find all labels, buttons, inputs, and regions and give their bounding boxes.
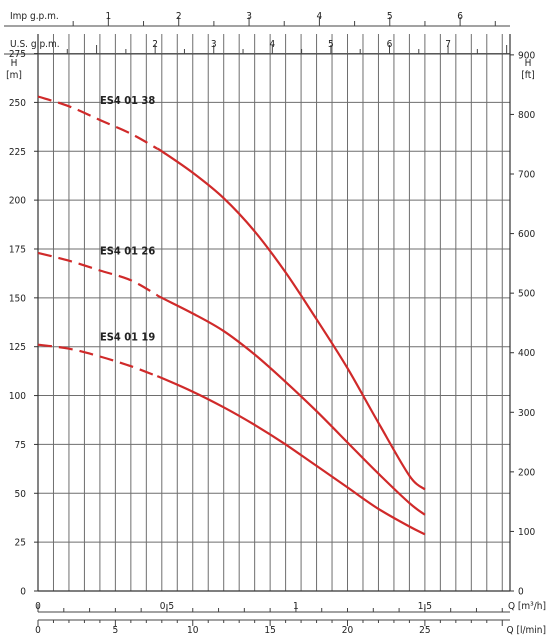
right-axis-tick-label: 800 [518,110,535,121]
left-axis-tick-label: 100 [9,391,26,402]
lmin-tick-label: 10 [187,625,199,636]
series-lines [37,95,426,536]
us-gpm-tick-label: 5 [328,39,334,50]
lmin-axis-label: Q [l/min] [507,625,546,636]
lmin-tick-label: 25 [419,625,430,636]
us-gpm-tick-label: 2 [152,39,158,50]
right-axis-tick-label: 700 [518,170,535,181]
grid [38,34,510,591]
left-axis-tick-label: 50 [15,489,27,500]
left-axis-tick-label: 25 [15,538,26,549]
imp-gpm-tick-label: 4 [317,11,323,22]
series-label-1: ES4 01 38 [100,94,155,107]
left-axis-tick-label: 200 [9,196,26,207]
left-axis: H[m] 0 25 50 75 100 125 150 175 200 225 250 275 [6,49,38,598]
imp-gpm-tick-label: 3 [246,11,252,22]
right-axis-tick-label: 600 [518,229,535,240]
lmin-tick-label: 15 [264,625,275,636]
m3h-tick-label: 0,5 [160,601,174,612]
bottom-axes: 0 0,5 1 1,5 Q [m³/h] 0 5 10 15 20 25 Q [l/min] [35,601,546,636]
right-axis-label: H [525,58,532,69]
us-gpm-tick-label: 6 [387,39,393,50]
imp-gpm-tick-label: 6 [457,11,463,22]
series-line-2 [156,294,426,516]
us-gpm-tick-label: 7 [445,39,451,50]
series-line-dashed-3 [37,343,158,378]
m3h-tick-label: 1 [293,601,299,612]
imp-gpm-tick-label: 1 [105,11,111,22]
left-axis-label: H [11,58,18,69]
lmin-tick-label: 20 [342,625,354,636]
left-axis-unit: [m] [6,70,22,81]
m3h-tick-label: 0 [35,601,41,612]
left-axis-tick-label: 125 [9,342,26,353]
lmin-tick-label: 5 [113,625,119,636]
left-axis-tick-label: 150 [9,293,26,304]
left-axis-tick-label: 0 [20,587,26,598]
us-gpm-tick-label: 3 [211,39,217,50]
us-gpm-axis-label: U.S. g.p.m. [10,39,60,50]
chart-frame [37,34,511,592]
left-axis-tick-label: 250 [9,98,26,109]
series-label-3: ES4 01 19 [100,330,155,343]
series-label-2: ES4 01 26 [100,244,155,257]
series-line-1 [156,147,426,491]
series-line-3 [156,375,426,536]
series-labels: ES4 01 38 ES4 01 26 ES4 01 19 [100,94,155,343]
right-axis-tick-label: 400 [518,348,535,359]
top-axes: 1 2 3 4 5 6 Imp g.p.m. 2 3 4 5 6 7 U.S. g.p.m. [4,11,510,55]
right-axis-unit: [ft] [521,70,535,81]
series-line-dashed-1 [37,95,158,150]
lmin-tick-label: 0 [35,625,41,636]
left-axis-tick-label: 225 [9,147,26,158]
imp-gpm-tick-label: 5 [387,11,393,22]
imp-gpm-tick-label: 2 [176,11,182,22]
right-axis-tick-label: 900 [518,50,535,61]
m3h-tick-label: 1,5 [418,601,432,612]
right-axis-tick-label: 200 [518,467,535,478]
right-axis: H[ft] 0 100 200 300 400 500 600 700 800 900 [510,50,535,598]
left-axis-tick-label: 275 [9,49,26,60]
right-axis-tick-label: 0 [518,587,524,598]
left-axis-tick-label: 75 [15,440,26,451]
left-axis-tick-label: 175 [9,244,26,255]
right-axis-tick-label: 100 [518,527,535,538]
series-line-dashed-2 [37,251,158,297]
us-gpm-tick-label: 4 [269,39,275,50]
imp-gpm-axis-label: Imp g.p.m. [10,11,59,22]
m3h-axis-label: Q [m³/h] [508,601,546,612]
right-axis-tick-label: 300 [518,408,535,419]
right-axis-tick-label: 500 [518,289,535,300]
